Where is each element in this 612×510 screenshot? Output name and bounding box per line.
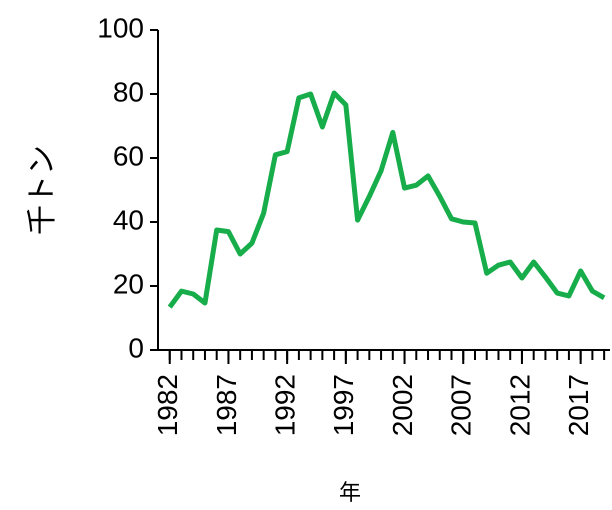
y-tick-label: 60: [113, 140, 144, 171]
y-tick-label: 0: [128, 332, 144, 363]
y-tick-label: 40: [113, 204, 144, 235]
x-axis-label: 年: [339, 480, 361, 505]
x-tick-label: 2002: [387, 374, 418, 436]
x-tick-label: 1992: [270, 374, 301, 436]
y-tick-label: 20: [113, 268, 144, 299]
y-axis-label: 千トン: [26, 145, 59, 235]
x-tick-label: 2012: [504, 374, 535, 436]
x-tick-label: 1997: [328, 374, 359, 436]
y-tick-label: 100: [97, 12, 144, 43]
x-tick-label: 2017: [563, 374, 594, 436]
x-tick-label: 1982: [152, 374, 183, 436]
y-tick-label: 80: [113, 76, 144, 107]
x-tick-label: 1987: [211, 374, 242, 436]
data-line: [167, 90, 606, 309]
x-tick-label: 2007: [446, 374, 477, 436]
